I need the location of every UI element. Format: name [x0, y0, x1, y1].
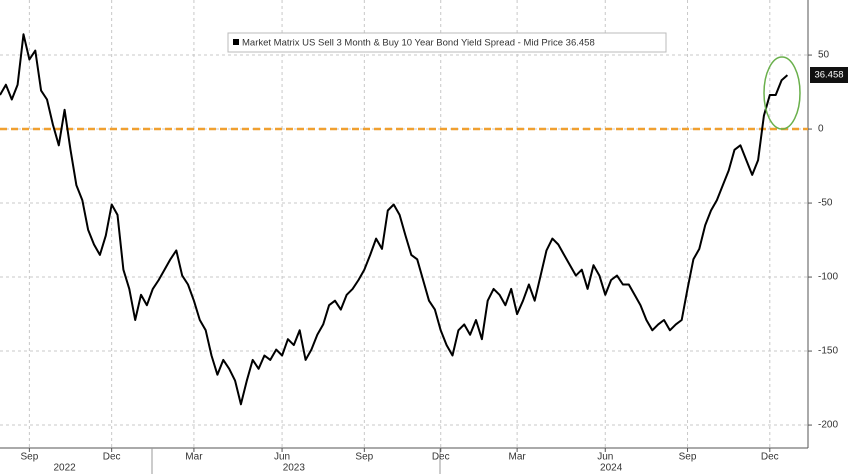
y-tick-label: 50: [818, 50, 830, 61]
legend: Market Matrix US Sell 3 Month & Buy 10 Y…: [227, 32, 667, 53]
x-tick-label: Jun: [274, 452, 290, 463]
plot: [0, 33, 808, 406]
x-tick-label: Mar: [509, 452, 527, 463]
last-value-label: 36.458: [814, 70, 843, 81]
last-value-box: [810, 67, 848, 83]
legend-label: Market Matrix US Sell 3 Month & Buy 10 Y…: [242, 38, 595, 49]
y-tick-label: -100: [818, 272, 838, 283]
x-tick-label: Sep: [355, 452, 373, 463]
y-tick-label: -150: [818, 346, 838, 357]
x-tick-label: Mar: [185, 452, 203, 463]
x-group-label: 2022: [54, 463, 77, 474]
grid: [0, 0, 808, 448]
x-tick-label: Sep: [679, 452, 697, 463]
line-series: [0, 33, 789, 406]
legend-swatch: [233, 39, 239, 45]
x-group-label: 2024: [600, 463, 623, 474]
legend-box: [227, 32, 667, 53]
x-group-label: 2023: [283, 463, 306, 474]
x-tick-label: Jun: [597, 452, 613, 463]
y-tick-label: -200: [818, 420, 838, 431]
x-tick-label: Dec: [432, 452, 450, 463]
x-tick-label: Dec: [761, 452, 779, 463]
y-tick-label: -50: [818, 198, 833, 209]
y-tick-label: 0: [818, 124, 824, 135]
x-tick-label: Dec: [103, 452, 121, 463]
highlight-ellipse: [763, 56, 801, 130]
x-tick-label: Sep: [20, 452, 38, 463]
